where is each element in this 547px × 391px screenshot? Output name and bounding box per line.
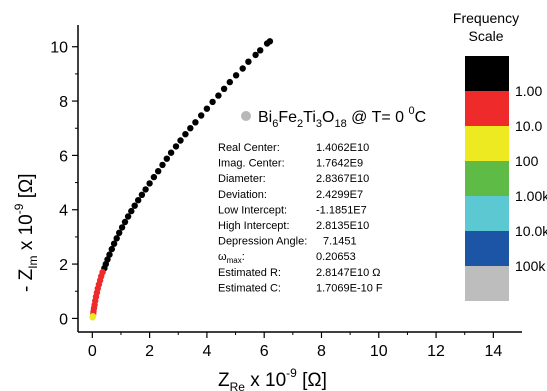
frequency-label: 100k xyxy=(515,258,546,274)
x-tick-label: 8 xyxy=(317,343,326,360)
fit-result-label: ωmax: xyxy=(218,251,245,265)
fit-result-label: Depression Angle: xyxy=(218,236,307,248)
frequency-label: 10.0k xyxy=(515,223,547,239)
fit-result-label: Real Center: xyxy=(218,142,280,154)
x-axis-title: ZRe x 10-9 [Ω] xyxy=(218,366,327,391)
data-point xyxy=(226,78,233,86)
y-tick-label: 2 xyxy=(59,257,68,274)
legend-marker xyxy=(241,111,251,121)
data-point xyxy=(113,235,120,242)
data-point xyxy=(128,207,135,215)
frequency-band xyxy=(465,161,509,196)
data-point xyxy=(121,218,129,226)
frequency-label: 1.00 xyxy=(515,83,542,99)
fit-result-value: 2.4299E7 xyxy=(316,189,363,201)
x-tick-label: 2 xyxy=(145,343,154,360)
legend: Bi6Fe2Ti3O18 @ T= 0 0C xyxy=(241,105,426,130)
data-point xyxy=(116,229,123,236)
fit-result-value: 2.8135E10 xyxy=(316,220,369,232)
frequency-label: 100 xyxy=(515,153,539,169)
frequency-band xyxy=(465,91,509,126)
data-point xyxy=(192,119,199,126)
data-point xyxy=(138,191,146,198)
frequency-band xyxy=(465,266,509,301)
frequency-band xyxy=(465,56,509,91)
frequency-label: 10.0 xyxy=(515,118,542,134)
data-point xyxy=(172,143,180,150)
data-point xyxy=(135,197,142,204)
plot-axes: 0 2 4 6 8 10 12 14 0 2 4 6 8 10 ZRe x 10-9 [Ω] - ZIm x … xyxy=(12,25,522,391)
data-point xyxy=(150,173,158,181)
data-point xyxy=(239,65,246,72)
data-point xyxy=(182,131,189,138)
legend-label: Bi6Fe2Ti3O18 @ T= 0 0C xyxy=(258,105,426,130)
y-axis-title: - ZIm x 10-9 [Ω] xyxy=(12,174,40,292)
fit-result-label: Imag. Center: xyxy=(218,158,285,170)
fit-result-label: High Intercept: xyxy=(218,220,290,232)
data-point xyxy=(187,125,194,132)
data-point xyxy=(118,224,126,231)
fit-result-value: 7.1451 xyxy=(323,236,357,248)
x-tick-label: 6 xyxy=(260,343,269,360)
data-point xyxy=(215,92,222,99)
data-point xyxy=(155,168,162,175)
fit-result-value: 1.7642E9 xyxy=(316,158,363,170)
frequency-scale: Frequency Scale 1.00 10.0 100 1.00k 10.0k 100k xyxy=(453,10,547,301)
data-point xyxy=(108,245,116,253)
fit-result-value: 2.8147E10 Ω xyxy=(316,267,381,279)
data-point xyxy=(159,161,166,169)
data-point xyxy=(252,51,259,59)
data-points xyxy=(89,38,274,321)
data-point xyxy=(232,72,240,79)
fit-result-label: Low Intercept: xyxy=(218,204,287,216)
data-point xyxy=(89,314,96,321)
x-tick-label: 10 xyxy=(370,343,388,360)
data-point xyxy=(203,105,211,112)
fit-results-box: Real Center: 1.4062E10 Imag. Center: 1.7642… xyxy=(218,142,383,294)
fit-result-value: 1.4062E10 xyxy=(316,142,369,154)
data-point xyxy=(167,149,175,156)
data-point xyxy=(263,40,271,47)
frequency-scale-title: Frequency xyxy=(453,10,519,26)
y-tick-label: 8 xyxy=(59,94,68,111)
frequency-band xyxy=(465,196,509,231)
data-point xyxy=(198,112,205,119)
x-tick-label: 12 xyxy=(427,343,445,360)
y-tick-label: 0 xyxy=(59,311,68,328)
fit-result-value: 1.7069E-10 F xyxy=(316,282,383,294)
y-tick-label: 10 xyxy=(50,40,68,57)
x-tick-label: 0 xyxy=(88,343,97,360)
frequency-scale-title: Scale xyxy=(468,28,503,44)
fit-result-label: Estimated R: xyxy=(218,267,281,279)
data-point xyxy=(245,58,252,65)
fit-result-label: Deviation: xyxy=(218,189,267,201)
data-point xyxy=(220,85,228,93)
y-tick-label: 6 xyxy=(59,148,68,165)
data-point xyxy=(177,137,184,144)
data-point xyxy=(163,155,170,162)
fit-result-label: Diameter: xyxy=(218,173,266,185)
frequency-label: 1.00k xyxy=(515,188,547,204)
data-point xyxy=(110,240,118,247)
data-point xyxy=(124,213,132,220)
frequency-band xyxy=(465,231,509,266)
data-point xyxy=(106,251,113,258)
data-point xyxy=(131,202,138,209)
fit-result-label: Estimated C: xyxy=(218,282,281,294)
data-point xyxy=(142,186,149,193)
x-tick-label: 14 xyxy=(484,343,502,360)
frequency-band xyxy=(465,126,509,161)
fit-result-value: 2.8367E10 xyxy=(316,173,369,185)
x-tick-label: 4 xyxy=(202,343,211,360)
fit-result-value: 0.20653 xyxy=(316,251,356,263)
data-point xyxy=(209,98,216,106)
data-point xyxy=(257,47,264,54)
fit-result-value: -1.1851E7 xyxy=(316,204,367,216)
y-tick-label: 4 xyxy=(59,203,68,220)
data-point xyxy=(146,180,153,187)
